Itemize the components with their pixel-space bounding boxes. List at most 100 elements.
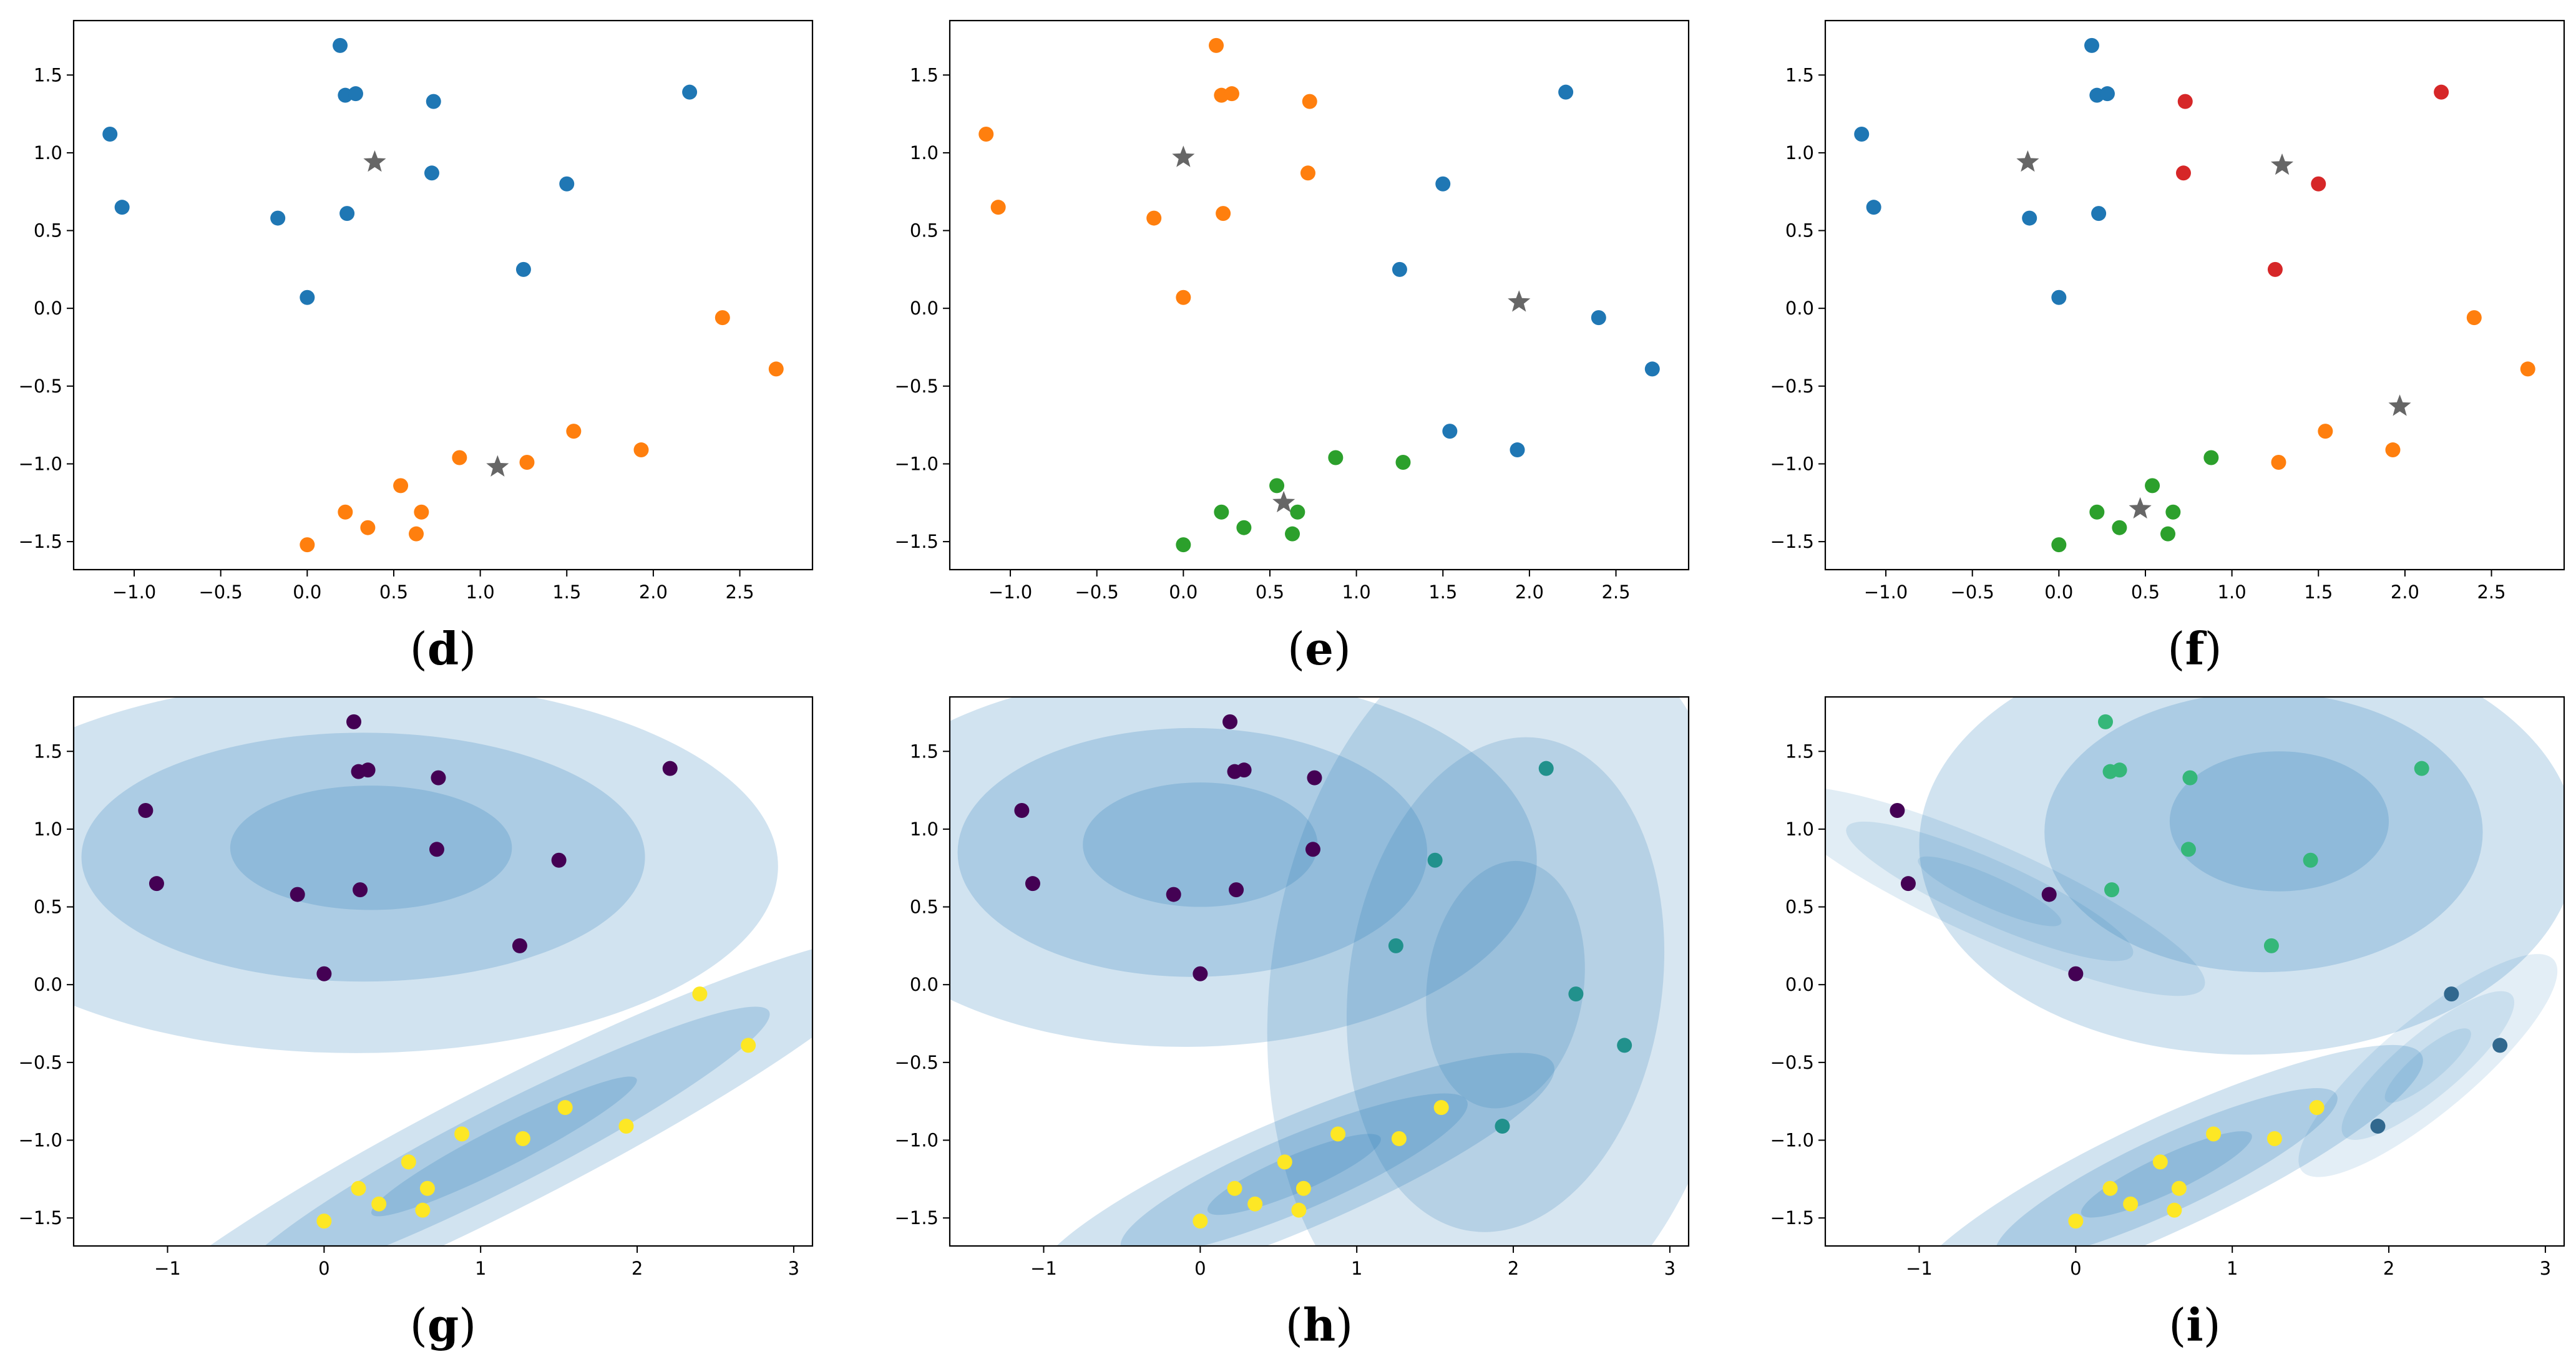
chart-panel-i: −1 0 1 2 3 −1.5 −1.0 −0.5 0.0 0.5 1.0 1.5 (i): [1770, 696, 2565, 1351]
y-tick-label: −0.5: [19, 376, 62, 397]
y-tick-label: 1.0: [1785, 142, 1814, 163]
data-point: [990, 200, 1006, 215]
data-point: [360, 762, 376, 778]
data-point: [2385, 442, 2401, 458]
data-point: [2145, 478, 2160, 494]
cluster-center-star: [486, 455, 509, 477]
data-point: [512, 938, 527, 953]
data-point: [1388, 938, 1403, 953]
y-tick-label: 1.5: [910, 741, 939, 762]
data-point: [1433, 1100, 1449, 1116]
data-point: [270, 210, 286, 226]
data-point: [454, 1126, 470, 1142]
data-point: [351, 1180, 366, 1196]
data-point: [316, 1214, 332, 1229]
cluster-center-star: [2388, 394, 2411, 416]
data-point: [551, 852, 567, 868]
y-tick-label: −0.5: [1770, 376, 1814, 397]
data-point: [1568, 986, 1584, 1002]
cluster-center-star: [1272, 490, 1295, 513]
panel-label: (f): [2167, 622, 2222, 675]
x-tick-label: 2.0: [2391, 581, 2419, 603]
panel-label: (e): [1287, 622, 1351, 675]
data-point: [1014, 802, 1030, 818]
data-point: [1330, 1126, 1346, 1142]
y-tick-label: 0.5: [34, 897, 62, 918]
x-tick-label: 1.5: [552, 581, 581, 603]
x-tick-label: −1.0: [1864, 581, 1908, 603]
data-point: [2098, 714, 2114, 729]
cluster-center-star: [2016, 150, 2039, 172]
x-tick-label: 3: [2540, 1258, 2551, 1279]
data-point: [1236, 762, 1252, 778]
x-tick-label: −1: [1906, 1258, 1933, 1279]
x-tick-label: 1.5: [2304, 581, 2333, 603]
panel-label: (g): [410, 1298, 477, 1351]
chart-panel-d: −1.0 −0.5 0.0 0.5 1.0 1.5 2.0 2.5 −1.5 −1.0 −0.5 0.…: [19, 19, 814, 675]
gaussian-ellipse: [1120, 1093, 1468, 1246]
gaussian-ellipse: [105, 936, 812, 1246]
y-tick-label: 1.0: [34, 142, 62, 163]
plot-area: [74, 697, 812, 1246]
data-point: [424, 165, 439, 181]
x-tick-label: 0: [318, 1258, 329, 1279]
data-point: [519, 454, 535, 470]
data-point: [1224, 86, 1239, 102]
x-tick-label: 0.5: [2131, 581, 2160, 603]
x-tick-label: 3: [788, 1258, 799, 1279]
data-point: [1269, 478, 1285, 494]
cluster-center-star: [2129, 497, 2152, 519]
x-tick-label: 2.5: [1601, 581, 1630, 603]
gaussian-ellipse: [1346, 737, 1665, 1232]
data-point: [1644, 361, 1660, 377]
y-tick-label: −1.5: [1770, 1207, 1814, 1228]
data-point: [346, 714, 362, 729]
x-tick-label: 0.0: [293, 581, 321, 603]
data-point: [1591, 310, 1606, 326]
data-point: [2089, 504, 2105, 520]
chart-panel-g: −1 0 1 2 3 −1.5 −1.0 −0.5 0.0 0.5 1.0 1.5 (g): [19, 696, 814, 1351]
y-tick-label: −1.5: [895, 531, 939, 552]
data-point: [1214, 504, 1229, 520]
panel-label: (h): [1286, 1298, 1354, 1351]
data-point: [1392, 261, 1407, 277]
gaussian-ellipse: [74, 697, 778, 1053]
data-point: [2182, 770, 2198, 786]
gaussian-ellipse: [950, 697, 1537, 1047]
y-tick-label: 0.5: [910, 897, 939, 918]
y-tick-label: 1.0: [1785, 819, 1814, 840]
axes-frame: [1824, 19, 2565, 571]
y-tick-label: 1.5: [1785, 64, 1814, 85]
data-point: [1176, 289, 1191, 305]
gaussian-ellipse: [1267, 697, 1689, 1246]
data-point: [1209, 37, 1224, 53]
data-point: [401, 1154, 416, 1170]
plot-area: [1825, 697, 2564, 1246]
plot-area: [978, 37, 1660, 553]
gaussian-ellipse: [1846, 821, 2134, 961]
data-point: [692, 986, 708, 1002]
y-tick-label: 0.0: [910, 974, 939, 995]
data-point: [409, 526, 424, 542]
y-tick-label: 1.5: [34, 741, 62, 762]
data-point: [426, 94, 441, 109]
y-tick-label: −0.5: [895, 1052, 939, 1073]
plot-area: [950, 697, 1689, 1246]
data-point: [2091, 206, 2107, 221]
data-point: [1222, 714, 1238, 729]
y-tick-label: −1.0: [19, 453, 62, 474]
gaussian-ellipse: [1919, 697, 2564, 1055]
x-tick-label: 0: [1194, 1258, 1206, 1279]
x-tick-label: 1.5: [1428, 581, 1457, 603]
data-point: [149, 876, 164, 892]
data-point: [2434, 84, 2449, 100]
gaussian-ellipse: [2341, 991, 2515, 1140]
data-point: [338, 504, 353, 520]
y-tick-label: −1.0: [19, 1129, 62, 1151]
gaussian-ellipse: [2384, 1028, 2471, 1103]
data-point: [662, 761, 678, 776]
data-point: [2068, 966, 2084, 981]
x-tick-label: 0: [2070, 1258, 2081, 1279]
x-tick-label: 0.0: [1169, 581, 1198, 603]
gaussian-ellipse: [2169, 751, 2389, 892]
